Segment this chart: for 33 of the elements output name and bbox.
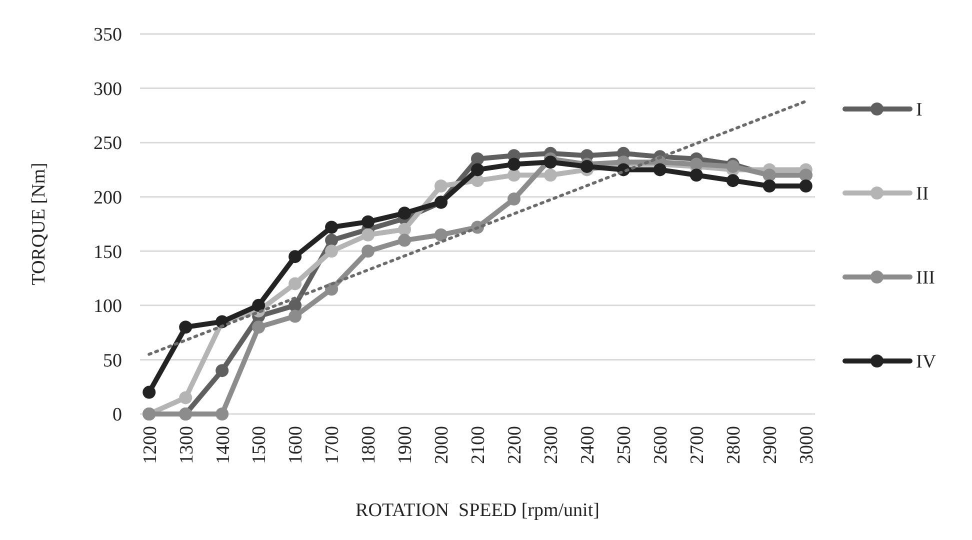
legend-label: I	[916, 100, 922, 121]
x-tick-label: 2200	[504, 426, 526, 464]
x-tick-label: 1800	[358, 426, 380, 464]
x-tick-label: 2000	[432, 426, 453, 464]
x-tick-label: 2500	[614, 426, 636, 464]
x-tick-label: 2800	[724, 426, 745, 464]
y-tick-label: 150	[94, 242, 122, 263]
x-tick-label: 2300	[541, 426, 562, 464]
y-tick-label: 100	[94, 296, 122, 318]
y-tick-label: 50	[103, 350, 122, 372]
x-tick-label: 1600	[286, 426, 307, 464]
x-tick-label: 1500	[249, 426, 270, 464]
x-tick-label: 3000	[796, 426, 818, 464]
x-tick-label: 1200	[140, 426, 161, 464]
x-tick-label: 2700	[687, 426, 708, 464]
x-tick-label: 2100	[468, 426, 490, 464]
legend-label: II	[916, 184, 929, 205]
y-tick-label: 200	[94, 188, 122, 209]
x-tick-label: 2600	[650, 426, 672, 464]
x-tick-label: 2400	[578, 426, 599, 464]
x-tick-label: 1700	[322, 426, 344, 464]
x-tick-label: 1900	[395, 426, 416, 464]
y-tick-label: 350	[94, 24, 122, 46]
x-axis-title: ROTATION SPEED [rpm/unit]	[356, 500, 600, 521]
y-tick-label: 300	[94, 78, 122, 100]
x-tick-label: 1300	[176, 426, 198, 464]
legend-label: IV	[916, 352, 936, 373]
legend-label: III	[916, 268, 935, 289]
x-tick-label: 1400	[212, 426, 234, 464]
y-tick-label: 0	[112, 404, 122, 426]
y-tick-label: 250	[94, 133, 122, 154]
x-tick-label: 2900	[760, 426, 782, 464]
y-axis-title: TORQUE [Nm]	[28, 162, 50, 286]
